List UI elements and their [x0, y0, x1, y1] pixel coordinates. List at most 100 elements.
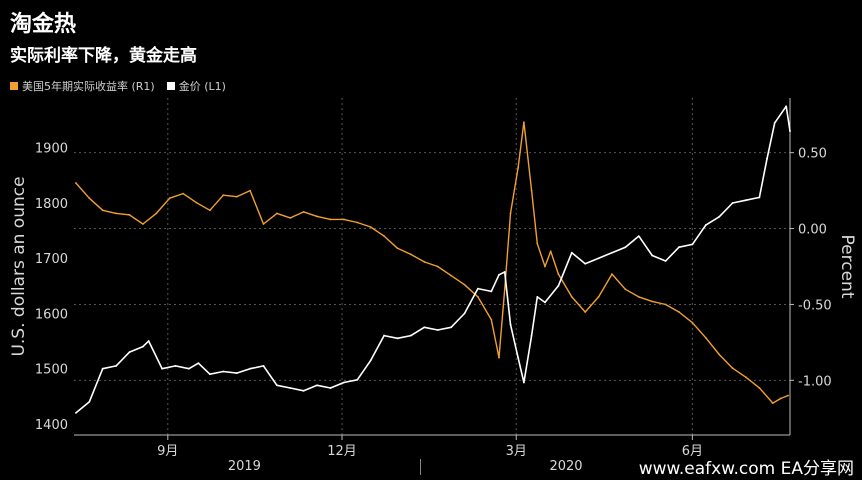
real-yield-point — [503, 288, 506, 291]
gold-price-point — [536, 295, 539, 298]
real-yield-point — [369, 226, 372, 228]
real-yield-point — [168, 197, 171, 200]
gold-price-point — [423, 326, 426, 329]
gold-price-point — [503, 271, 506, 273]
real-yield-point — [235, 195, 238, 198]
real-yield-point — [678, 311, 680, 313]
real-yield-point — [498, 356, 500, 359]
real-yield-point — [490, 318, 493, 321]
gold-price-point — [691, 243, 694, 246]
y-axis-left-title: U.S. dollars an ounce — [9, 176, 29, 356]
y-axis-right-title: Percent — [837, 235, 857, 299]
gold-price-point — [101, 367, 104, 370]
gold-price-point — [498, 273, 500, 276]
gold-price-line — [75, 105, 791, 414]
gold-price-point — [745, 199, 747, 202]
real-yield-point — [718, 353, 721, 356]
chart-title: 淘金热 — [10, 12, 77, 37]
real-yield-point — [222, 194, 225, 197]
real-yield-point — [758, 387, 761, 389]
real-yield-point — [779, 397, 782, 400]
real-yield-point — [396, 247, 399, 250]
real-yield-point — [549, 250, 552, 253]
real-yield-point — [522, 121, 525, 124]
gold-price-point — [718, 215, 721, 218]
gold-price-point — [570, 251, 573, 254]
real-yield-point — [509, 212, 512, 215]
real-yield-point — [787, 394, 789, 397]
gold-price-point — [209, 373, 211, 376]
gold-price-point — [222, 370, 225, 373]
gold-price-point — [664, 260, 667, 262]
gold-price-point — [490, 290, 493, 293]
gold-price-point — [477, 287, 479, 290]
gold-price-point — [187, 367, 190, 370]
real-yield-point — [302, 210, 305, 213]
gold-price-point — [262, 365, 265, 367]
gold-price-point — [637, 235, 640, 238]
real-yield-point — [410, 253, 412, 256]
x-tick-label: 9月 — [157, 444, 178, 459]
real-yield-point — [423, 261, 426, 263]
gold-price-point — [584, 262, 587, 265]
real-yield-point — [584, 311, 587, 313]
gold-price-point — [436, 329, 439, 331]
gold-price-point — [651, 254, 654, 257]
gold-price-point — [785, 105, 788, 108]
gold-price-point — [396, 337, 399, 340]
real-yield-point — [75, 182, 77, 184]
gold-price-point — [75, 412, 77, 414]
gold-price-point — [624, 246, 627, 249]
gold-price-point — [343, 381, 345, 384]
gold-price-point — [356, 378, 359, 381]
real-yield-point — [745, 376, 747, 379]
year-label: 2020 — [549, 459, 582, 474]
gold-price-point — [789, 130, 791, 133]
real-yield-point — [477, 295, 479, 298]
real-yield-point — [651, 300, 654, 303]
left-tick-label: 1400 — [35, 418, 68, 433]
real-yield-point — [195, 201, 198, 204]
real-yield-point — [356, 221, 359, 224]
legend-label-gold-price: 金价 (L1) — [178, 80, 226, 93]
real-yield-point — [115, 212, 118, 215]
left-tick-label: 1800 — [35, 197, 68, 212]
real-yield-point — [771, 402, 774, 405]
gold-price-point — [678, 246, 680, 249]
right-tick-label: 0.00 — [798, 223, 827, 238]
real-yield-point — [664, 303, 667, 306]
right-tick-label: -1.00 — [798, 374, 832, 389]
real-yield-point — [249, 189, 252, 192]
real-yield-point — [383, 235, 386, 238]
gold-price-point — [147, 340, 150, 342]
gold-price-point — [530, 334, 533, 337]
gold-price-point — [611, 251, 613, 254]
real-yield-point — [557, 273, 560, 275]
real-yield-point — [611, 273, 613, 275]
left-tick-label: 1500 — [35, 363, 68, 378]
gold-price-point — [174, 365, 177, 367]
legend-item-gold-price: 金价 (L1) — [166, 78, 226, 94]
real-yield-point — [544, 265, 546, 268]
gold-price-point — [758, 196, 761, 199]
real-yield-point — [530, 189, 533, 192]
real-yield-point — [316, 215, 319, 218]
gold-price-point — [557, 284, 560, 287]
legend-label-real-yield: 美国5年期实际收益率 (R1) — [22, 80, 155, 93]
real-yield-line — [75, 121, 789, 404]
gold-price-point — [316, 384, 319, 387]
gold-price-point — [88, 400, 91, 403]
gold-price-point — [197, 362, 200, 365]
real-yield-point — [276, 212, 278, 215]
chart-subtitle: 实际利率下降，黄金走高 — [10, 46, 197, 66]
gold-price-point — [369, 359, 372, 362]
real-yield-point — [329, 218, 332, 221]
gold-price-point — [450, 326, 453, 329]
real-yield-point — [155, 212, 158, 215]
real-yield-point — [88, 197, 91, 200]
gold-price-point — [115, 365, 118, 367]
real-yield-point — [570, 295, 573, 298]
gold-price-point — [766, 157, 768, 160]
watermark-text: www.eafxw.com EA分享网 — [638, 459, 854, 479]
